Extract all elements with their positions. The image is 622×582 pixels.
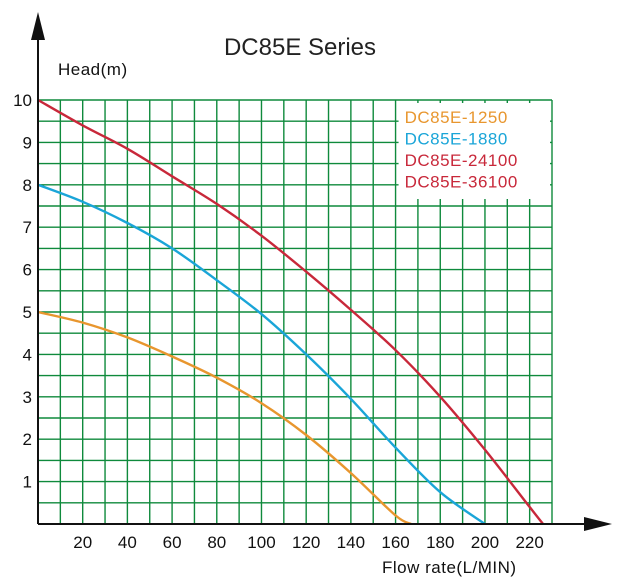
y-tick-label: 6 [23,261,32,280]
y-tick-label: 7 [23,218,32,237]
y-tick-label: 5 [23,303,32,322]
y-tick-label: 2 [23,430,32,449]
y-tick-label: 4 [23,345,32,364]
x-tick-label: 40 [118,533,137,552]
y-tick-label: 9 [23,133,32,152]
x-tick-label: 140 [337,533,365,552]
y-axis-label: Head(m) [58,60,128,79]
x-tick-label: 60 [163,533,182,552]
legend-entry-dc85e-36100: DC85E-36100 [405,173,518,192]
series-line-dc85e-24100 [37,98,545,525]
x-tick-label: 20 [73,533,92,552]
axes [31,12,612,531]
y-tick-label: 1 [23,473,32,492]
x-tick-label: 120 [292,533,320,552]
x-tick-label: 200 [471,533,499,552]
tick-labels: 20 40 60 80 100 120 140 160 180 200 220 1 2 3 4 5 6 7 8 9 10 [13,91,544,552]
series-line-dc85e-1250 [37,310,412,526]
curves [37,98,545,526]
chart-title: DC85E Series [224,34,376,61]
legend-box [398,103,550,199]
series-line-dc85e-1880 [37,183,486,525]
legend-entry-dc85e-1250: DC85E-1250 [405,108,508,127]
x-tick-label: 180 [426,533,454,552]
x-axis-label: Flow rate(L/MIN) [382,558,517,577]
x-tick-label: 100 [247,533,275,552]
x-tick-label: 80 [207,533,226,552]
y-tick-label: 10 [13,91,32,110]
legend-entry-dc85e-1880: DC85E-1880 [405,130,508,149]
legend-entry-dc85e-24100: DC85E-24100 [405,151,518,170]
y-tick-label: 8 [23,176,32,195]
x-axis-arrow-icon [584,517,612,531]
x-tick-label: 160 [381,533,409,552]
x-tick-label: 220 [515,533,543,552]
y-axis-arrow-icon [31,12,45,40]
y-tick-label: 3 [23,388,32,407]
legend: DC85E-1250 DC85E-1880 DC85E-24100 DC85E-361… [398,103,550,199]
